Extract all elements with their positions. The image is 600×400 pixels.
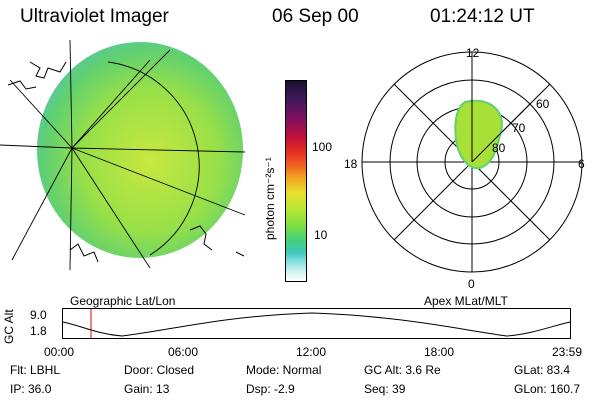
info-dsp: Dsp: -2.9 (246, 382, 295, 396)
coastline (7, 61, 67, 90)
info-ip: IP: 36.0 (10, 382, 52, 396)
mlat-label-60: 60 (536, 97, 550, 111)
info-gc-alt: GC Alt: 3.6 Re (364, 363, 441, 377)
lat-lon-grid (0, 40, 246, 271)
geographic-image-panel (0, 40, 246, 271)
instrument-title: Ultraviolet Imager (20, 6, 169, 27)
mlt-label-18: 18 (344, 157, 358, 171)
header-time: 01:24:12 UT (430, 6, 535, 27)
info-glon: GLon: 160.7 (514, 382, 581, 396)
polar-grid-overlay (471, 80, 531, 163)
info-glat: GLat: 83.4 (514, 363, 571, 377)
info-mode: Mode: Normal (246, 363, 322, 377)
mlt-label-12: 12 (466, 46, 480, 60)
alt-xtick-1200: 12:00 (296, 345, 327, 359)
alt-ytick-high: 9.0 (30, 308, 47, 322)
colorbar-tick-100: 100 (312, 140, 333, 154)
coastline-south (69, 225, 245, 263)
alt-xtick-0600: 06:00 (168, 345, 199, 359)
info-filter: Flt: LBHL (10, 363, 61, 377)
mlt-label-6: 6 (578, 157, 585, 171)
colorbar-unit-label: photon cm⁻²s⁻¹ (263, 157, 277, 240)
altitude-curve (62, 312, 571, 337)
auroral-oval (454, 99, 503, 170)
colorbar-tick-10: 10 (314, 228, 328, 242)
info-door: Door: Closed (124, 363, 195, 377)
geographic-panel-label: Geographic Lat/Lon (70, 294, 176, 308)
alt-xtick-2359: 23:59 (552, 345, 583, 359)
polar-mlat-mlt-panel (361, 51, 583, 273)
apex-panel-label: Apex MLat/MLT (424, 294, 508, 308)
alt-xtick-1800: 18:00 (424, 345, 455, 359)
info-gain: Gain: 13 (124, 382, 170, 396)
alt-ytick-low: 1.8 (30, 324, 47, 338)
mlat-label-80: 80 (492, 141, 506, 155)
mlt-label-0: 0 (468, 277, 475, 291)
header-date: 06 Sep 00 (272, 6, 359, 27)
altitude-plot (62, 308, 571, 339)
alt-xtick-0000: 00:00 (44, 345, 75, 359)
gc-alt-axis-label: GC Alt (2, 309, 16, 344)
info-seq: Seq: 39 (364, 382, 406, 396)
mlat-label-70: 70 (512, 121, 526, 135)
colorbar (285, 80, 307, 282)
